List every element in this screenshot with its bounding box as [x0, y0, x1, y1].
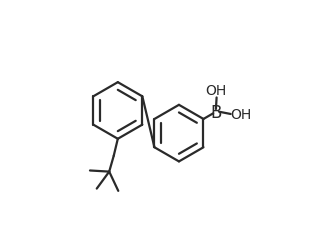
- Text: OH: OH: [231, 107, 252, 122]
- Text: OH: OH: [205, 83, 226, 97]
- Text: B: B: [210, 103, 221, 121]
